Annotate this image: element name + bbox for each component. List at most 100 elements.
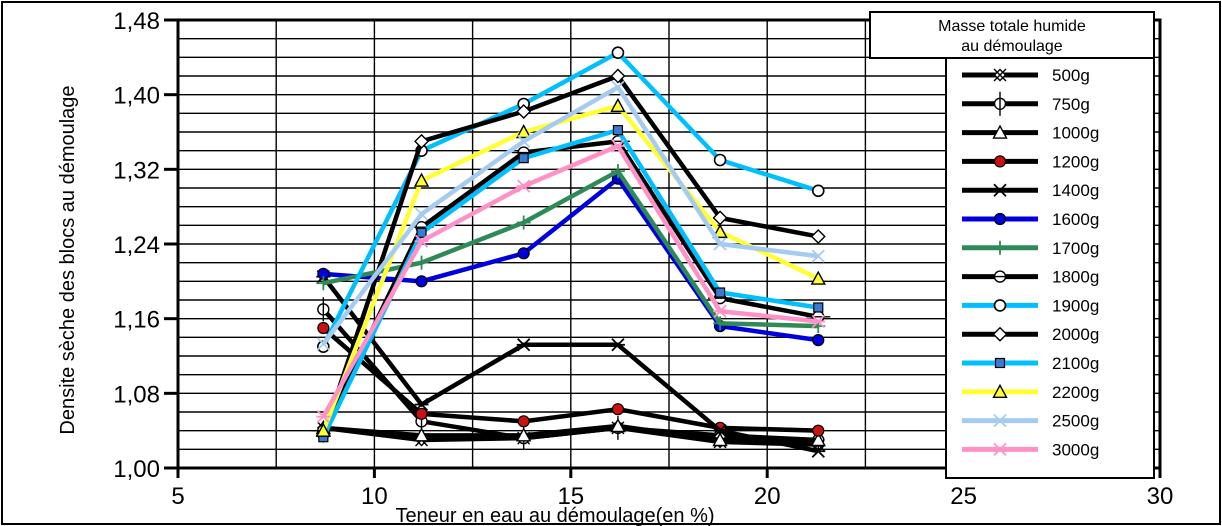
data-point-1600g xyxy=(517,247,530,260)
data-point-1400g xyxy=(610,338,625,352)
legend-marker-2000g xyxy=(992,326,1008,342)
legend-title-line-2: au démoulage xyxy=(961,38,1063,55)
data-point-3000g xyxy=(516,179,531,193)
data-point-1900g xyxy=(611,46,625,59)
data-point-1000g xyxy=(810,432,826,447)
data-point-3000g xyxy=(414,234,429,248)
x-tick-label: 10 xyxy=(361,483,388,510)
data-point-1000g xyxy=(712,432,728,447)
legend-marker-1700g xyxy=(993,240,1007,255)
legend-marker-750g xyxy=(993,91,1007,116)
legend-title-box xyxy=(869,11,1155,59)
series-line-2500g xyxy=(321,84,819,346)
data-point-2200g xyxy=(810,270,826,285)
data-point-2500g xyxy=(611,80,625,94)
data-point-1400g xyxy=(414,397,429,412)
series-line-3000g xyxy=(321,143,819,418)
legend-label-500g: 500g xyxy=(1052,66,1090,85)
y-tick-label: 1,00 xyxy=(113,456,160,483)
series-1600g xyxy=(317,172,825,347)
data-point-1400g xyxy=(713,424,728,438)
data-point-1000g xyxy=(515,427,532,442)
data-point-2000g xyxy=(516,103,532,119)
legend-marker-3000g xyxy=(993,442,1007,457)
legend-label-2100g: 2100g xyxy=(1052,354,1099,373)
series-2200g xyxy=(315,97,826,437)
y-axis-ticks: 1,00 1,08 1,16 1,24 1,32 1,40 1,48 xyxy=(113,8,178,483)
data-point-1200g xyxy=(517,415,530,428)
series-line-1800g xyxy=(321,139,819,432)
x-tick-label: 20 xyxy=(754,483,781,510)
legend-item-2200g: 2200g xyxy=(962,383,1099,402)
data-point-1200g xyxy=(317,321,330,335)
legend-marker-1200g xyxy=(993,155,1007,168)
x-axis-ticks: 5 10 15 20 25 30 xyxy=(171,468,1173,510)
legend-marker-2200g xyxy=(992,383,1008,398)
legend-label-1700g: 1700g xyxy=(1052,239,1099,258)
data-point-2000g xyxy=(810,229,826,245)
legend-item-1000g: 1000g xyxy=(962,124,1099,143)
legend-item-1900g: 1900g xyxy=(962,296,1099,315)
y-tick-label: 1,40 xyxy=(113,83,160,110)
data-point-1900g xyxy=(811,184,825,198)
legend-item-2000g: 2000g xyxy=(962,325,1099,344)
data-point-2100g xyxy=(416,227,427,238)
series-line-1000g xyxy=(323,423,819,443)
data-point-2000g xyxy=(610,68,626,84)
legend-items: 500g 750g 1000g 1200g 1400g 1600g 1700g 1800g 19… xyxy=(962,66,1099,459)
data-point-1600g xyxy=(812,334,825,347)
x-tick-label: 30 xyxy=(1147,483,1174,510)
legend-item-1800g: 1800g xyxy=(962,268,1099,287)
legend-marker-1000g xyxy=(992,124,1008,139)
data-point-1200g xyxy=(415,407,428,420)
legend-label-2200g: 2200g xyxy=(1052,383,1099,402)
legend-label-2000g: 2000g xyxy=(1052,325,1099,344)
legend-item-500g: 500g xyxy=(962,66,1090,85)
data-point-1000g xyxy=(610,418,626,433)
data-point-3000g xyxy=(316,410,331,424)
legend-label-1900g: 1900g xyxy=(1052,296,1099,315)
x-tick-label: 25 xyxy=(950,483,977,510)
data-point-2500g xyxy=(414,207,429,221)
legend-label-1200g: 1200g xyxy=(1052,152,1099,171)
data-point-2100g xyxy=(813,302,824,313)
data-point-1700g xyxy=(713,316,728,331)
series-3000g xyxy=(316,139,826,424)
legend-item-2500g: 2500g xyxy=(962,412,1099,431)
series-line-1200g xyxy=(321,326,819,433)
data-point-750g xyxy=(317,297,330,322)
data-point-2500g xyxy=(517,134,531,148)
legend-box xyxy=(945,57,1155,479)
legend-label-750g: 750g xyxy=(1052,95,1090,114)
y-tick-label: 1,08 xyxy=(113,381,160,408)
data-point-3000g xyxy=(811,314,826,329)
legend-item-1600g: 1600g xyxy=(962,210,1099,229)
series-line-1400g xyxy=(321,275,819,454)
series-line-1600g xyxy=(323,176,819,343)
legend-item-3000g: 3000g xyxy=(962,440,1099,459)
legend-label-1400g: 1400g xyxy=(1052,181,1099,200)
legend-marker-1800g xyxy=(988,270,1012,283)
data-point-2200g xyxy=(413,172,430,187)
series-2000g xyxy=(315,68,826,443)
legend: Masse totale humide au démoulage 500g 750… xyxy=(869,11,1155,479)
legend-item-1700g: 1700g xyxy=(962,239,1099,258)
legend-title-line-1: Masse totale humide xyxy=(938,18,1086,35)
legend-marker-2100g xyxy=(994,357,1006,369)
legend-label-1800g: 1800g xyxy=(1052,268,1099,287)
data-point-1000g xyxy=(413,427,430,442)
data-point-3000g xyxy=(713,304,728,318)
series-line-2000g xyxy=(321,73,819,437)
data-point-1700g xyxy=(516,215,531,230)
data-point-1400g xyxy=(811,444,826,458)
data-point-2200g xyxy=(712,223,728,239)
data-point-1200g xyxy=(812,424,825,437)
legend-marker-2500g xyxy=(993,413,1007,428)
series-layer xyxy=(311,46,831,458)
x-tick-label: 15 xyxy=(557,483,584,510)
data-point-1700g xyxy=(316,276,331,291)
data-point-1700g xyxy=(414,255,429,270)
data-point-1900g xyxy=(713,153,727,167)
data-point-1400g xyxy=(516,338,531,352)
